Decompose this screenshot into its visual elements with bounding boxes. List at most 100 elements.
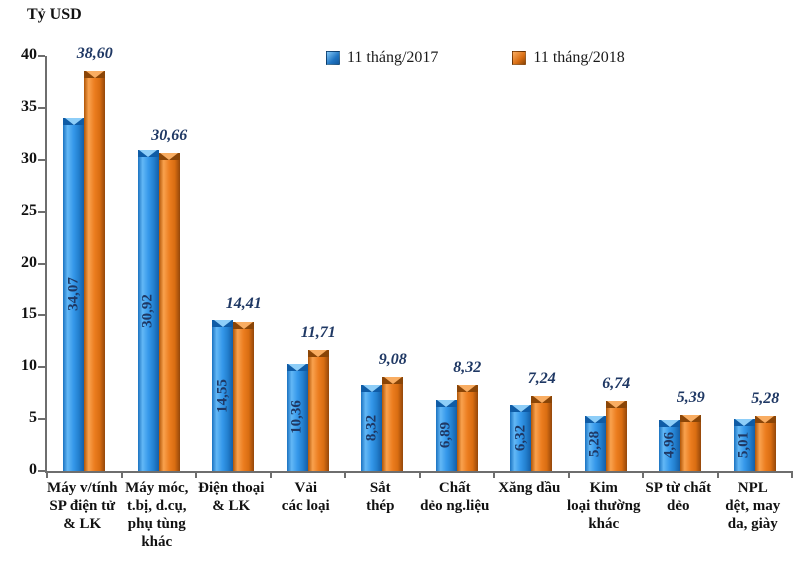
- x-axis-category-label: Máy v/tính SP điện tử & LK: [47, 480, 118, 532]
- value-label-2017: 14,55: [214, 378, 231, 413]
- bar-cap: [84, 70, 106, 78]
- bar-2017: [212, 320, 234, 471]
- x-axis-tick: [120, 471, 123, 478]
- value-label-2017: 34,07: [65, 277, 82, 312]
- chart-legend: 11 tháng/2017 11 tháng/2018: [326, 49, 625, 67]
- bar-2017: [733, 419, 755, 471]
- bar-2018: [456, 384, 478, 471]
- value-label-2018: 11,71: [300, 323, 336, 341]
- bar-2018: [754, 416, 776, 471]
- bar-cap: [584, 416, 606, 424]
- plot-area: 34,07 38,60 30,92 30,66 14,55 14,41 10,36 11,71…: [38, 45, 793, 478]
- bar-cap: [307, 349, 329, 357]
- bar-cap: [233, 321, 255, 329]
- x-axis-tick: [269, 471, 272, 478]
- y-axis-tick: [38, 314, 45, 317]
- bar-2018: [84, 70, 106, 471]
- value-label-2018: 5,39: [676, 389, 705, 407]
- y-axis-tick-label: 10: [21, 357, 37, 375]
- x-axis-tick: [418, 471, 421, 478]
- x-axis-tick: [791, 471, 793, 478]
- bar-cap: [158, 152, 180, 160]
- value-label-2017: 8,32: [363, 414, 380, 441]
- bar-cap: [680, 415, 702, 423]
- bar-cap: [754, 416, 776, 424]
- y-axis-tick: [38, 366, 45, 369]
- y-axis-tick-label: 15: [21, 305, 37, 323]
- y-axis-tick-label: 20: [21, 253, 37, 271]
- bar-cap: [382, 376, 404, 384]
- bar-2018: [680, 415, 702, 471]
- bar-2018: [605, 401, 627, 471]
- value-label-2017: 6,89: [437, 422, 454, 449]
- y-axis-tick-label: 5: [29, 409, 37, 427]
- x-axis-category-label: Xăng dầu: [498, 480, 561, 496]
- value-label-2017: 5,28: [586, 430, 603, 457]
- bar-cap: [659, 419, 681, 427]
- y-axis-tick: [38, 210, 45, 213]
- x-axis-category-label: Vải các loại: [281, 480, 330, 514]
- value-label-2018: 14,41: [225, 295, 262, 313]
- x-axis-tick: [493, 471, 495, 478]
- y-axis-tick: [38, 106, 45, 109]
- bar-2017: [584, 416, 606, 471]
- value-label-2017: 6,32: [512, 425, 529, 452]
- bar-cap: [531, 395, 553, 403]
- value-label-2018: 6,74: [602, 375, 631, 393]
- bar-2017: [435, 399, 457, 471]
- legend-swatch-2017-icon: [326, 51, 340, 65]
- legend-label-2018: 11 tháng/2018: [533, 49, 625, 66]
- bar-2017: [510, 405, 532, 471]
- bar-cap: [605, 401, 627, 409]
- bar-2017: [286, 363, 308, 471]
- x-axis-category-label: Điện thoại & LK: [198, 480, 265, 514]
- legend-item-2018: 11 tháng/2018: [512, 49, 625, 67]
- x-axis-tick: [195, 471, 197, 478]
- x-axis-category-label: Sắt thép: [366, 480, 395, 514]
- bar-cap: [435, 399, 457, 407]
- y-axis-tick: [38, 158, 45, 161]
- bar-cap: [212, 320, 234, 328]
- bar-2018: [382, 376, 404, 471]
- value-label-2017: 4,96: [661, 432, 678, 459]
- x-axis-category-label: NPL dệt, may da, giày: [725, 480, 781, 532]
- y-axis-tick: [38, 470, 45, 472]
- x-axis-tick: [344, 471, 346, 478]
- legend-item-2017: 11 tháng/2017: [326, 49, 438, 67]
- bar-cap: [137, 150, 159, 158]
- value-label-2018: 38,60: [76, 44, 113, 62]
- y-axis-unit-label: Tỷ USD: [27, 6, 82, 23]
- bar-cap: [286, 363, 308, 371]
- value-label-2017: 30,92: [139, 293, 156, 328]
- x-axis-tick: [642, 471, 644, 478]
- legend-label-2017: 11 tháng/2017: [347, 49, 439, 66]
- x-axis-category-label: Kim loại thường khác: [566, 480, 641, 532]
- bar-2017: [63, 117, 85, 471]
- bar-2018: [233, 321, 255, 471]
- value-label-2018: 8,32: [453, 358, 482, 376]
- x-axis-tick: [567, 471, 570, 478]
- bar-cap: [361, 384, 383, 392]
- bar-cap: [63, 117, 85, 125]
- y-axis-tick: [38, 262, 45, 265]
- y-axis-tick: [38, 418, 45, 421]
- value-label-2017: 10,36: [288, 400, 305, 435]
- y-axis-tick: [38, 55, 45, 57]
- x-axis-tick: [46, 471, 48, 478]
- bar-cap: [456, 384, 478, 392]
- value-label-2018: 7,24: [527, 369, 556, 387]
- legend-swatch-2018-icon: [512, 51, 527, 65]
- x-axis-tick: [716, 471, 719, 478]
- bar-cap: [510, 405, 532, 413]
- bar-2017: [137, 150, 159, 471]
- value-label-2018: 9,08: [378, 350, 407, 368]
- x-axis-category-label: SP từ chất dẻo: [645, 480, 712, 514]
- x-axis-category-label: Máy móc, t.bị, d.cụ, phụ tùng khác: [125, 480, 189, 550]
- value-label-2018: 5,28: [751, 390, 780, 408]
- bar-2017: [361, 384, 383, 471]
- bar-2018: [158, 152, 180, 471]
- y-axis-tick-label: 35: [21, 97, 37, 115]
- bar-2017: [659, 419, 681, 471]
- y-axis-tick-label: 25: [21, 201, 37, 219]
